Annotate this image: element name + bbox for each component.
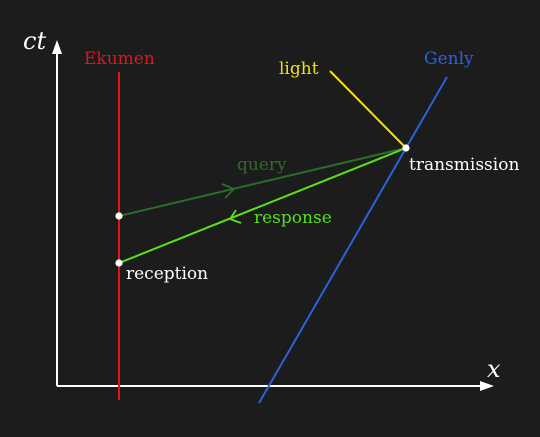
- query-emission-event-dot: [115, 212, 123, 220]
- events: transmission reception: [115, 144, 519, 284]
- ekumen-worldline: Ekumen: [84, 49, 155, 400]
- ekumen-label: Ekumen: [84, 49, 155, 69]
- transmission-label: transmission: [409, 155, 519, 175]
- space-axis-label: x: [487, 355, 501, 383]
- query-signal: query: [118, 147, 407, 217]
- response-direction-arrow: [228, 209, 242, 224]
- light-label: light: [279, 59, 319, 79]
- response-signal: response: [118, 147, 407, 264]
- genly-worldline: Genly: [258, 49, 474, 404]
- query-signal-line: [118, 147, 407, 217]
- response-signal-line: [118, 147, 407, 264]
- genly-worldline-line: [258, 76, 448, 404]
- light-signal: light: [279, 59, 407, 149]
- time-axis-arrowhead: [52, 40, 62, 54]
- light-signal-line: [329, 70, 407, 149]
- query-direction-arrow: [221, 183, 236, 199]
- space-axis-arrowhead: [480, 381, 494, 391]
- time-axis-label: ct: [23, 27, 46, 55]
- query-label: query: [237, 155, 287, 175]
- reception-event-dot: [115, 259, 123, 267]
- reception-label: reception: [126, 264, 208, 284]
- response-label: response: [254, 208, 332, 228]
- genly-label: Genly: [424, 49, 474, 69]
- transmission-event-dot: [402, 144, 410, 152]
